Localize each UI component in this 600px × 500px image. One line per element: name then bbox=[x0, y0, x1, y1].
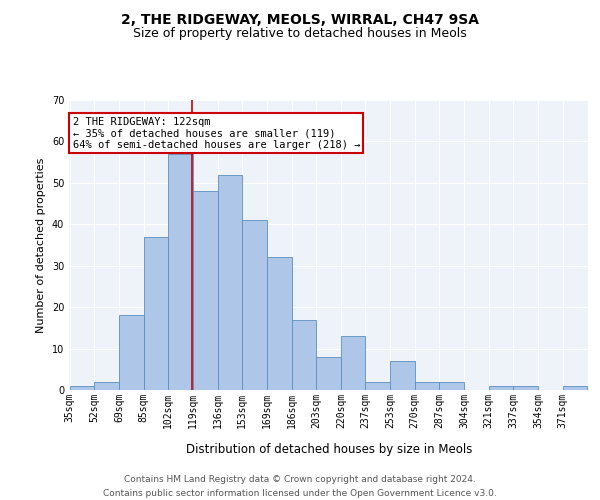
Text: Distribution of detached houses by size in Meols: Distribution of detached houses by size … bbox=[185, 442, 472, 456]
Text: 2, THE RIDGEWAY, MEOLS, WIRRAL, CH47 9SA: 2, THE RIDGEWAY, MEOLS, WIRRAL, CH47 9SA bbox=[121, 12, 479, 26]
Text: Size of property relative to detached houses in Meols: Size of property relative to detached ho… bbox=[133, 28, 467, 40]
Bar bbox=[218, 174, 242, 390]
Bar bbox=[169, 154, 193, 390]
Bar bbox=[267, 258, 292, 390]
Bar bbox=[94, 382, 119, 390]
Text: 2 THE RIDGEWAY: 122sqm
← 35% of detached houses are smaller (119)
64% of semi-de: 2 THE RIDGEWAY: 122sqm ← 35% of detached… bbox=[73, 116, 360, 150]
Bar bbox=[390, 361, 415, 390]
Y-axis label: Number of detached properties: Number of detached properties bbox=[36, 158, 46, 332]
Bar bbox=[415, 382, 439, 390]
Bar bbox=[563, 386, 587, 390]
Bar bbox=[488, 386, 514, 390]
Text: Contains HM Land Registry data © Crown copyright and database right 2024.
Contai: Contains HM Land Registry data © Crown c… bbox=[103, 476, 497, 498]
Bar bbox=[119, 316, 143, 390]
Bar bbox=[316, 357, 341, 390]
Bar bbox=[439, 382, 464, 390]
Bar bbox=[143, 236, 169, 390]
Bar bbox=[341, 336, 365, 390]
Bar bbox=[193, 191, 218, 390]
Bar bbox=[514, 386, 538, 390]
Bar bbox=[292, 320, 316, 390]
Bar bbox=[242, 220, 267, 390]
Bar bbox=[70, 386, 94, 390]
Bar bbox=[365, 382, 390, 390]
